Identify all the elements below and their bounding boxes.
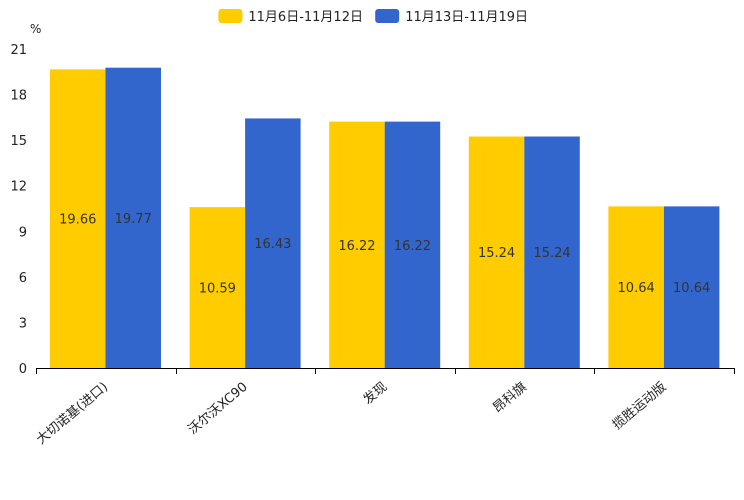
y-tick-label: 15 — [10, 134, 27, 149]
legend: 11月6日-11月12日 11月13日-11月19日 — [218, 9, 528, 25]
legend-swatch — [375, 9, 400, 23]
data-label: 19.66 — [59, 213, 96, 228]
y-tick-label: 9 — [19, 225, 27, 240]
data-label: 16.43 — [254, 237, 291, 252]
y-axis-unit-label: % — [30, 22, 41, 36]
x-category-label: 沃尔沃XC90 — [185, 380, 250, 438]
bar — [105, 67, 161, 368]
data-label: 10.64 — [673, 281, 710, 296]
bar — [468, 136, 525, 368]
y-tick-label: 12 — [10, 180, 27, 195]
y-tick-label: 18 — [10, 89, 27, 104]
bar — [329, 121, 385, 368]
bar — [50, 69, 106, 369]
data-label: 15.24 — [533, 246, 570, 261]
bars: 19.66 19.77 10.59 16.43 16.22 16.22 15.24 15.24… — [50, 67, 720, 369]
y-tick-label: 3 — [19, 316, 27, 331]
data-label: 10.59 — [199, 282, 236, 297]
y-tick-label: 21 — [10, 43, 27, 58]
data-label: 10.64 — [618, 281, 655, 296]
legend-label: 11月13日-11月19日 — [405, 10, 528, 25]
legend-swatch — [218, 9, 243, 23]
legend-item: 11月13日-11月19日 — [375, 9, 528, 25]
bar — [663, 206, 720, 368]
legend-label: 11月6日-11月12日 — [248, 10, 363, 25]
x-category-label: 揽胜运动版 — [609, 379, 669, 433]
bar — [189, 207, 246, 368]
x-category-label: 发现 — [360, 379, 390, 408]
x-category-label: 大切诺基(进口) — [34, 380, 111, 448]
bar — [384, 121, 441, 368]
bar — [524, 136, 580, 368]
data-label: 16.22 — [394, 239, 431, 254]
data-label: 15.24 — [478, 246, 515, 261]
bar — [608, 206, 664, 368]
y-axis: 0 3 6 9 12 15 18 21 — [10, 43, 27, 377]
data-label: 19.77 — [115, 212, 152, 227]
y-tick-label: 6 — [19, 271, 27, 286]
bar — [245, 118, 301, 369]
x-axis: 大切诺基(进口) 沃尔沃XC90 发现 昂科旗 揽胜运动版 — [34, 368, 735, 448]
x-category-label: 昂科旗 — [490, 379, 530, 416]
y-tick-label: 0 — [19, 362, 27, 377]
data-label: 16.22 — [338, 239, 375, 254]
legend-item: 11月6日-11月12日 — [218, 9, 363, 25]
